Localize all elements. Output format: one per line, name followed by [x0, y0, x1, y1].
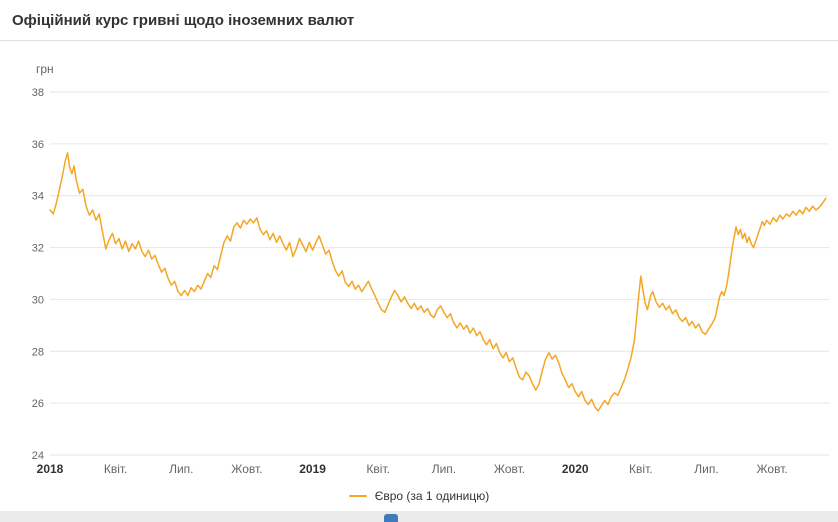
y-tick-label: 36	[32, 139, 44, 151]
y-tick-label: 38	[32, 87, 44, 99]
page-title: Офіційний курс гривні щодо іноземних вал…	[12, 11, 355, 29]
y-axis-unit-label: грн	[36, 62, 54, 76]
legend-item-euro[interactable]: Євро (за 1 одиницю)	[348, 489, 490, 503]
x-tick-label: 2020	[562, 462, 589, 476]
chart-legend: Євро (за 1 одиницю)	[0, 481, 838, 511]
x-tick-label: Жовт.	[494, 462, 525, 476]
x-tick-label: Жовт.	[231, 462, 262, 476]
y-tick-label: 28	[32, 346, 44, 358]
y-tick-label: 32	[32, 243, 44, 255]
page-header: Офіційний курс гривні щодо іноземних вал…	[0, 0, 838, 41]
legend-label: Євро (за 1 одиницю)	[374, 489, 490, 503]
x-tick-label: Квіт.	[104, 462, 128, 476]
footer-strip	[0, 511, 838, 522]
legend-line-swatch	[348, 495, 367, 497]
x-tick-label: Квіт.	[629, 462, 653, 476]
x-tick-label: Квіт.	[366, 462, 390, 476]
chart-svg: 24 26 28 30 32 34 36 38 2018 Квіт. Лип. Жовт. 2019 Кв…	[32, 87, 829, 476]
y-tick-label: 34	[32, 191, 44, 203]
chart-area: грн 24 26 28 30 32 34 36 38 2018 Квіт. Лип. Жовт. 20…	[0, 41, 838, 481]
x-tick-label: Лип.	[694, 462, 718, 476]
x-tick-label: Жовт.	[756, 462, 787, 476]
y-tick-label: 24	[32, 450, 44, 462]
x-tick-label: 2019	[299, 462, 326, 476]
partial-blue-element	[384, 514, 398, 522]
y-tick-label: 30	[32, 294, 44, 306]
x-tick-label: Лип.	[432, 462, 456, 476]
x-tick-label: Лип.	[169, 462, 193, 476]
series-line-euro	[49, 152, 827, 412]
y-tick-label: 26	[32, 398, 44, 410]
x-tick-label: 2018	[37, 462, 64, 476]
